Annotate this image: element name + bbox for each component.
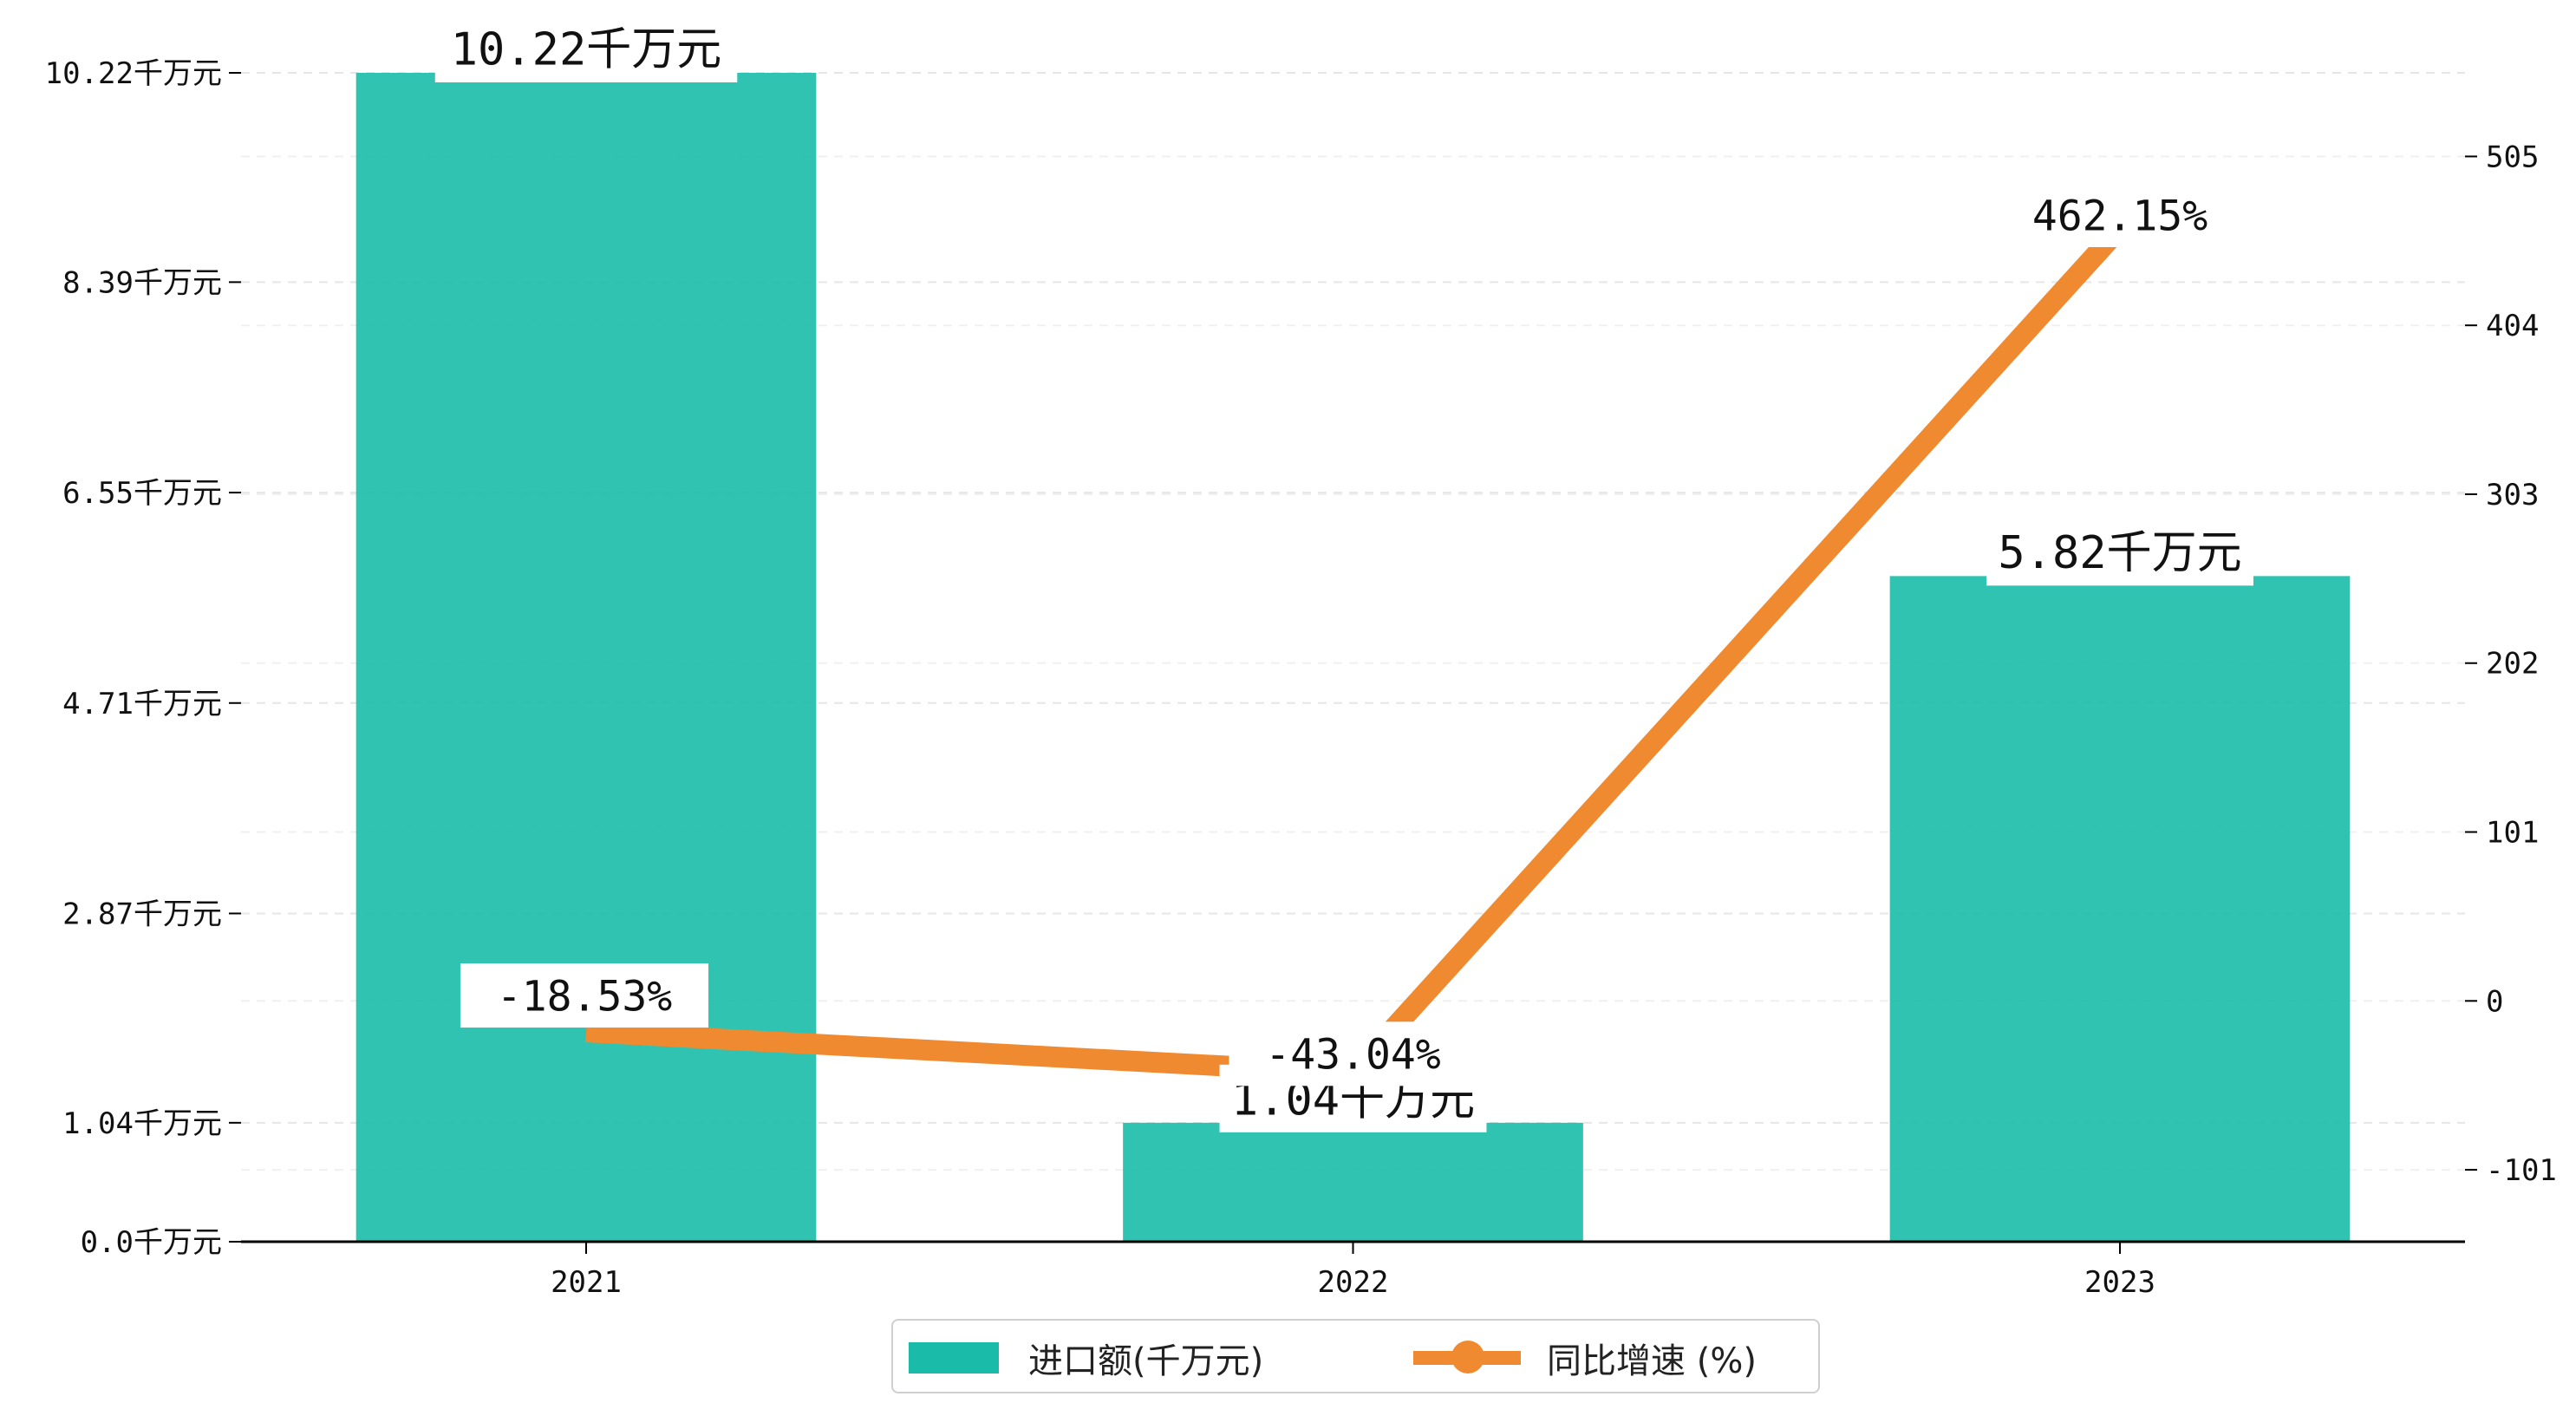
legend-item-growth: 同比增速 (%) — [1413, 1321, 1757, 1395]
data-labels: 10.22千万元1.04千万元5.82千万元-18.53%-43.04%462.… — [434, 15, 2253, 1132]
x-tick-label-2022: 2022 — [1318, 1265, 1389, 1300]
right-tick-label: 0 — [2486, 984, 2503, 1019]
left-tick-label: 4.71千万元 — [62, 687, 222, 721]
growth-value-label-2021: -18.53% — [460, 963, 709, 1028]
legend-line-swatch — [1413, 1341, 1521, 1374]
svg-text:-43.04%: -43.04% — [1265, 1031, 1440, 1080]
right-tick-label: 303 — [2486, 478, 2539, 512]
legend-item-import: 进口额(千万元) — [909, 1321, 1263, 1395]
left-tick-label: 10.22千万元 — [45, 56, 222, 91]
svg-text:10.22千万元: 10.22千万元 — [451, 24, 722, 76]
svg-text:-18.53%: -18.53% — [497, 972, 672, 1021]
right-tick-label: -101 — [2486, 1153, 2557, 1188]
left-tick-label: 0.0千万元 — [81, 1225, 222, 1260]
import-bar-2021 — [355, 73, 817, 1242]
x-tick-label-2023: 2023 — [2084, 1265, 2155, 1300]
svg-text:5.82千万元: 5.82千万元 — [1998, 527, 2241, 579]
left-tick-label: 1.04千万元 — [62, 1106, 222, 1141]
legend-label-import: 进口额(千万元) — [1028, 1341, 1264, 1381]
right-tick-label: 404 — [2486, 309, 2539, 343]
bar-series — [355, 73, 2351, 1242]
legend-bar-swatch — [909, 1342, 999, 1374]
right-tick-label: 202 — [2486, 647, 2539, 682]
x-tick-label-2021: 2021 — [551, 1265, 622, 1300]
svg-text:462.15%: 462.15% — [2032, 192, 2208, 240]
left-tick-label: 6.55千万元 — [62, 476, 222, 511]
right-tick-label: 101 — [2486, 816, 2539, 851]
bar-value-label-2023: 5.82千万元 — [1986, 518, 2253, 586]
legend: 进口额(千万元) 同比增速 (%) — [891, 1319, 1820, 1393]
axes: 0.0千万元 1.04千万元 2.87千万元 4.71千万元 6.55千万元 8.39千万… — [45, 56, 2557, 1300]
bar-value-label-2021: 10.22千万元 — [434, 15, 738, 82]
left-tick-label: 2.87千万元 — [62, 897, 222, 931]
import-bar-2022 — [1123, 1122, 1583, 1242]
legend-label-growth: 同比增速 (%) — [1547, 1341, 1757, 1381]
import-bar-2023 — [1889, 576, 2351, 1242]
right-tick-label: 505 — [2486, 140, 2539, 174]
growth-value-label-2022: -43.04% — [1229, 1021, 1477, 1086]
left-tick-label: 8.39千万元 — [62, 265, 222, 300]
growth-value-label-2023: 462.15% — [1995, 183, 2245, 247]
